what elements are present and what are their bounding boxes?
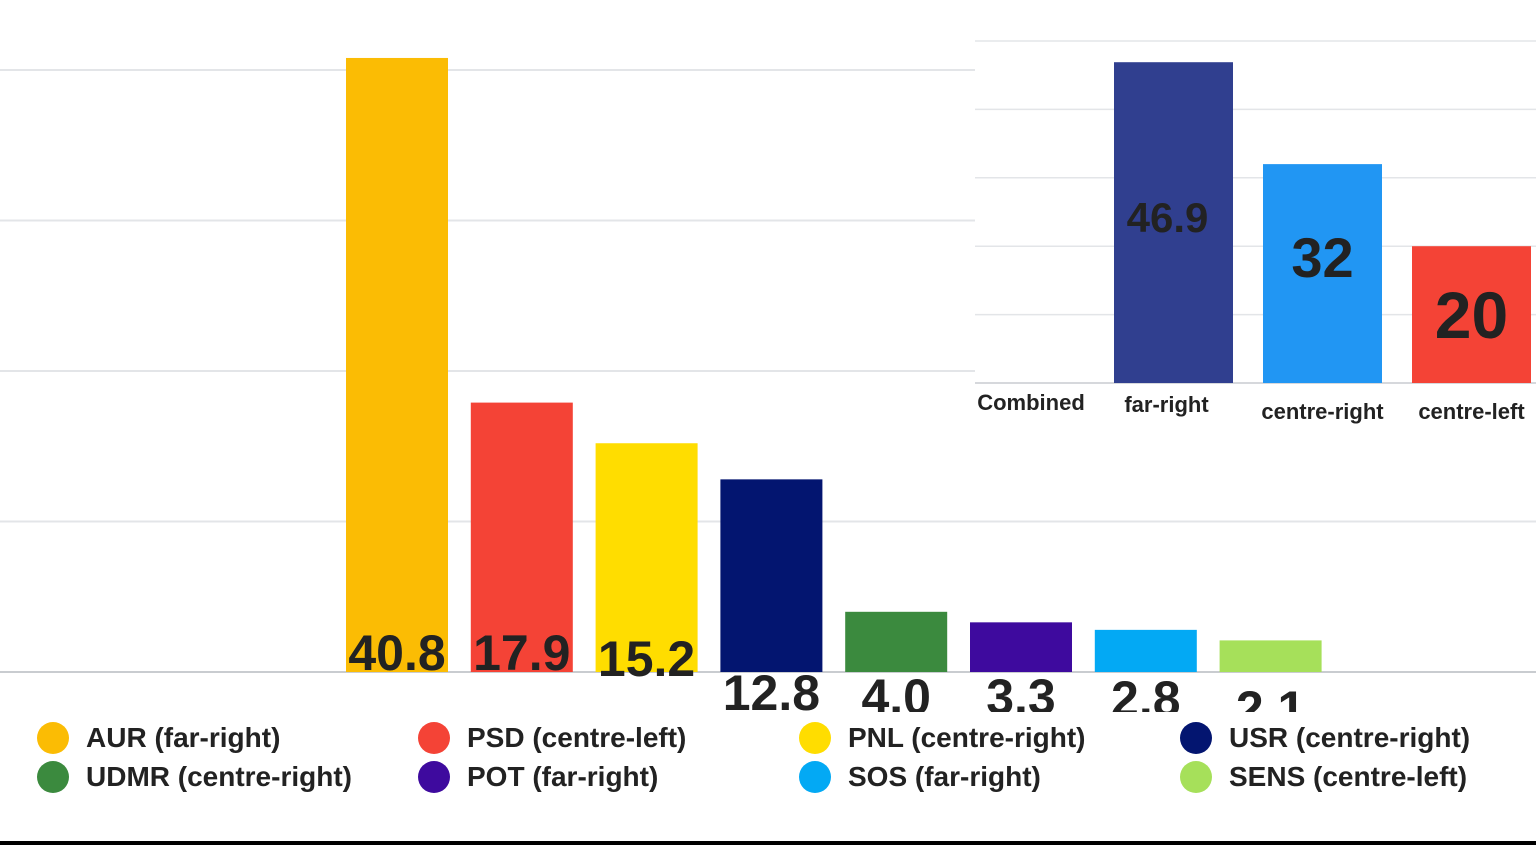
main-bars <box>346 57 1322 672</box>
inset-gridlines <box>975 40 1536 384</box>
inset-bars <box>1114 62 1531 383</box>
legend-item: SOS (far-right) <box>799 759 1041 795</box>
legend-label: USR (centre-right) <box>1229 722 1471 753</box>
legend-item: USR (centre-right) <box>1180 720 1470 756</box>
main-value-label: 17.9 <box>473 625 570 681</box>
legend-label: UDMR (centre-right) <box>86 761 352 792</box>
bottom-border <box>0 841 1536 845</box>
main-value-labels: 40.8 17.9 15.2 12.8 4.0 3.3 2.8 2.1 <box>348 625 1305 712</box>
main-value-label: 2.8 <box>1111 671 1181 712</box>
main-bar-chart: 40.8 17.9 15.2 12.8 4.0 3.3 2.8 2.1 <box>0 57 1536 712</box>
legend-label: AUR (far-right) <box>86 722 281 753</box>
legend-item: PNL (centre-right) <box>799 720 1086 756</box>
legend-item: SENS (centre-left) <box>1180 759 1467 795</box>
main-value-label: 15.2 <box>598 631 695 687</box>
inset-value-label: 20 <box>1435 278 1508 352</box>
legend-label: POT (far-right) <box>467 761 659 792</box>
main-value-label: 2.1 <box>1236 681 1306 712</box>
inset-value-labels: 46.9 32 20 <box>1127 194 1509 352</box>
legend-item: UDMR (centre-right) <box>37 759 352 795</box>
legend-swatch <box>37 722 69 754</box>
legend-label: SENS (centre-left) <box>1229 761 1468 792</box>
main-value-label: 40.8 <box>348 625 445 681</box>
inset-value-label: 32 <box>1291 226 1353 289</box>
inset-bar <box>1263 164 1382 383</box>
inset-category-labels: far-right centre-right centre-left Combined <box>977 390 1525 424</box>
legend-label: PNL (centre-right) <box>848 722 1086 753</box>
legend-item: PSD (centre-left) <box>418 720 686 756</box>
main-value-label: 12.8 <box>723 665 820 712</box>
main-value-label: 3.3 <box>986 669 1056 712</box>
inset-axis-label: Combined <box>977 390 1085 415</box>
inset-bar <box>1114 62 1233 383</box>
inset-value-label: 46.9 <box>1127 194 1209 241</box>
inset-category-label: centre-left <box>1418 399 1525 424</box>
main-bar <box>845 611 948 672</box>
legend-swatch <box>418 761 450 793</box>
main-legend: AUR (far-right) PSD (centre-left) PNL (cen… <box>0 712 1536 802</box>
legend-label: PSD (centre-left) <box>467 722 687 753</box>
inset-bar <box>1412 246 1531 383</box>
main-value-label: 4.0 <box>861 669 931 712</box>
legend-label: SOS (far-right) <box>848 761 1041 792</box>
main-bar <box>970 622 1072 672</box>
legend-swatch <box>418 722 450 754</box>
main-bar <box>595 443 698 672</box>
main-bar <box>720 479 823 672</box>
legend-item: AUR (far-right) <box>37 720 280 756</box>
legend-item: POT (far-right) <box>418 759 658 795</box>
main-bar <box>346 57 448 672</box>
legend-swatch <box>799 722 831 754</box>
main-bar <box>1094 629 1197 672</box>
legend-swatch <box>1180 722 1212 754</box>
main-bar <box>1219 640 1322 672</box>
inset-bar-chart: 46.9 32 20 far-right centre-right centre-lef… <box>975 0 1536 440</box>
inset-category-label: centre-right <box>1261 399 1384 424</box>
legend-swatch <box>1180 761 1212 793</box>
main-bar <box>470 402 573 672</box>
legend-swatch <box>37 761 69 793</box>
inset-category-label: far-right <box>1124 392 1209 417</box>
legend-swatch <box>799 761 831 793</box>
